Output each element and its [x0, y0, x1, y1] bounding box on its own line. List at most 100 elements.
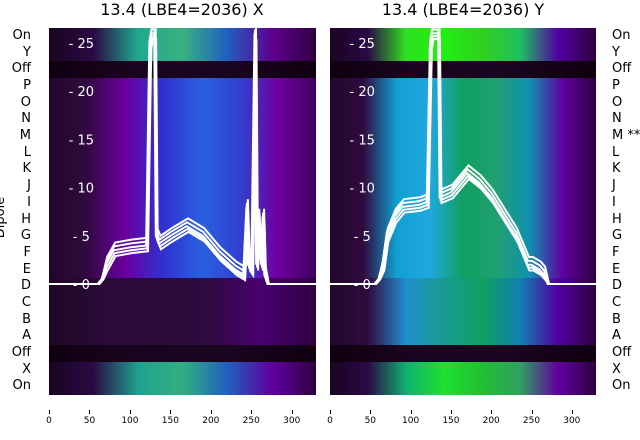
x-tick-label: 200 [482, 416, 500, 426]
heatmap-band-off [330, 344, 596, 363]
row-label: Off [11, 61, 31, 77]
row-label: A [612, 328, 621, 344]
row-label: M [19, 128, 31, 144]
row-label: K [612, 161, 621, 177]
x-tick [330, 410, 331, 414]
x-tick [410, 410, 412, 414]
row-label: C [21, 294, 31, 310]
row-label: P [23, 78, 31, 94]
row-label: L [612, 144, 620, 160]
x-tick-label: 150 [161, 416, 179, 426]
row-label: Off [612, 61, 632, 77]
heatmap-band-off [330, 61, 596, 79]
row-label: E [22, 261, 31, 277]
y-tick-label: - 10 [350, 182, 375, 197]
row-label: H [612, 211, 622, 227]
row-label: On [612, 378, 631, 394]
y-tick-label: - 10 [69, 182, 94, 197]
x-tick [571, 410, 573, 414]
row-label: C [612, 294, 622, 310]
row-label: D [612, 278, 623, 294]
x-tick-label: 100 [402, 416, 420, 426]
line-overlay: - 0 - 5 - 10 - 15 - 20 - 25 [330, 28, 596, 293]
chart-title-y: 13.4 (LBE4=2036) Y [381, 0, 545, 19]
x-tick-label: 100 [121, 416, 139, 426]
x-tick [89, 410, 91, 414]
y-tick-label: - 5 [354, 230, 371, 245]
x-tick-label: 300 [283, 416, 301, 426]
heatmap-band-off [49, 61, 316, 79]
row-label: X [612, 361, 621, 377]
y-tick-label: - 0 [73, 278, 90, 293]
x-tick [170, 410, 172, 414]
row-label: A [22, 328, 31, 344]
row-label: G [20, 228, 31, 244]
heatmap-panel-y: - 0 - 5 - 10 - 15 - 20 - 25 [330, 28, 596, 395]
row-label: Off [11, 344, 31, 360]
y-tick-label: - 20 [350, 85, 375, 100]
row-label: N [612, 111, 622, 127]
series-line [330, 35, 596, 285]
heatmap-band-off [49, 344, 316, 363]
heatmap-band-bottom [49, 361, 316, 395]
series-line [50, 38, 316, 285]
row-label: Y [612, 44, 620, 60]
y-tick-label: - 20 [69, 85, 94, 100]
row-label: F [612, 244, 620, 260]
row-label: N [21, 111, 31, 127]
row-label: L [23, 144, 31, 160]
y-tick-label: - 25 [350, 37, 375, 52]
row-label: Y [23, 44, 31, 60]
x-tick [210, 410, 212, 414]
y-tick-label: - 0 [354, 278, 371, 293]
line-overlay: - 0 - 5 - 10 - 15 - 20 - 25 [49, 28, 316, 293]
chart-title-x: 13.4 (LBE4=2036) X [100, 0, 264, 19]
heatmap-panel-x: - 0 - 5 - 10 - 15 - 20 - 25 [49, 28, 316, 395]
row-label: On [12, 28, 31, 43]
x-tick [370, 410, 372, 414]
x-tick-label: 250 [242, 416, 260, 426]
heatmap-band-bottom [330, 361, 596, 395]
row-label: O [20, 94, 31, 110]
row-label: H [21, 211, 31, 227]
x-tick [450, 410, 452, 414]
y-axis-label: Dipole [0, 196, 9, 239]
x-tick-label: 50 [364, 416, 377, 426]
series-line [331, 28, 596, 285]
x-tick [491, 410, 493, 414]
y-tick-label: - 5 [73, 230, 90, 245]
series-line [49, 35, 316, 285]
x-tick-label: 150 [442, 416, 460, 426]
row-label: I [612, 194, 616, 210]
x-tick [291, 410, 293, 414]
x-tick-label: 0 [327, 416, 333, 426]
y-tick-label: - 15 [350, 133, 375, 148]
heatmap-band-main [49, 78, 316, 279]
row-label: X [22, 361, 31, 377]
x-tick-label: 200 [202, 416, 220, 426]
series-line [49, 32, 316, 285]
series-line [50, 28, 316, 285]
row-label: D [20, 278, 31, 294]
series-line [330, 28, 596, 285]
x-tick [531, 410, 533, 414]
y-tick-label: - 25 [69, 37, 94, 52]
row-label: B [612, 311, 621, 327]
row-label: B [22, 311, 31, 327]
heatmap-band-top [330, 28, 596, 62]
series-line [331, 38, 596, 285]
row-label: M ** [612, 128, 640, 144]
x-tick-label: 250 [522, 416, 541, 426]
heatmap-band-lower [330, 278, 596, 346]
x-tick-label: 300 [563, 416, 581, 426]
y-tick-label: - 15 [69, 133, 94, 148]
row-label: I [27, 194, 31, 210]
row-label: G [612, 228, 623, 244]
x-tick-label: 50 [83, 416, 96, 426]
row-label: P [612, 78, 620, 94]
x-tick-label: 0 [46, 416, 52, 426]
row-label: F [23, 244, 31, 260]
row-label: J [27, 178, 31, 194]
x-tick [251, 410, 253, 414]
row-label: E [612, 261, 621, 277]
